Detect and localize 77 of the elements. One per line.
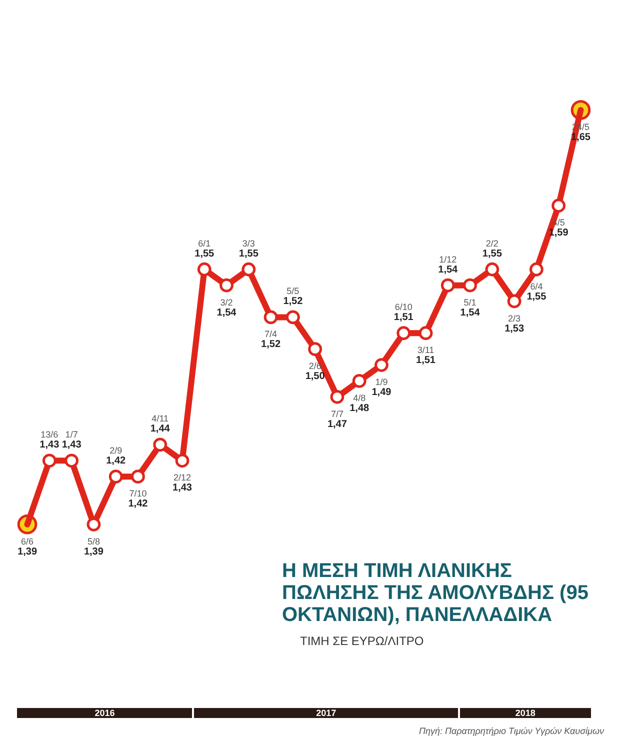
point	[507, 294, 522, 308]
x-tick-label: 7/10	[129, 488, 147, 499]
point	[418, 326, 433, 340]
timeline-bracket: 2016	[17, 708, 192, 718]
data-label: 1,53	[504, 323, 524, 334]
x-tick-label: 1/9	[375, 377, 388, 388]
x-tick-label: 2/2	[486, 238, 498, 248]
data-label: 1,48	[350, 402, 370, 414]
data-label: 1,43	[172, 482, 192, 494]
x-tick-label: 5/1	[464, 297, 476, 308]
point	[175, 454, 190, 468]
x-tick-label: 7/7	[330, 408, 344, 419]
data-label: 1,54	[438, 264, 458, 276]
data-label: 1,55	[238, 248, 259, 260]
timeline-bracket: 2017	[194, 708, 458, 718]
point	[463, 278, 477, 292]
data-label: 1,55	[482, 248, 502, 260]
point	[396, 326, 411, 340]
data-label: 1,51	[416, 355, 436, 366]
x-tick-label: 2/3	[508, 313, 521, 324]
timeline-bracket: 2018	[460, 708, 591, 718]
point	[64, 454, 79, 468]
data-label: 1,43	[40, 440, 60, 451]
x-tick-label: 6/1	[198, 238, 211, 248]
data-label: 1,54	[460, 307, 480, 318]
x-tick-label: 7/4	[264, 329, 278, 340]
x-tick-label: 3/3	[242, 238, 255, 248]
point	[264, 310, 278, 324]
x-tick-label: 1/12	[439, 254, 457, 264]
text: ΤΙΜΗ ΣΕ ΕΥΡΩ/ΛΙΤΡΟ	[300, 634, 424, 648]
point	[220, 278, 234, 292]
point	[529, 262, 544, 276]
data-label: 1,55	[194, 248, 215, 260]
x-tick-label: 13/6	[40, 430, 58, 440]
x-tick-label: 5/8	[87, 536, 100, 546]
data-label: 1,42	[128, 498, 148, 510]
data-label: 1,55	[526, 291, 547, 302]
point	[86, 517, 101, 532]
data-label: 1,51	[394, 312, 414, 324]
data-label: 1,43	[62, 440, 82, 451]
data-label: 1,50	[305, 371, 326, 382]
point	[308, 342, 322, 356]
text: Πηγή: Παρατηρητήριο Τιμών Υγρών Καυσίμων	[418, 726, 604, 736]
data-label: 1,47	[327, 418, 348, 430]
point	[352, 374, 366, 388]
x-tick-label: 3/2	[220, 297, 233, 308]
x-tick-label: 6/6	[21, 536, 34, 546]
x-tick-label: 5/5	[286, 286, 300, 296]
point	[330, 390, 344, 404]
text: Η ΜΕΣΗ ΤΙΜΗ ΛΙΑΝΙΚΗΣ ΠΩΛΗΣΗΣ ΤΗΣ ΑΜΟΛΥΒΔΗΣ (95 ΟΚΤΑΝΙΩΝ), ΠΑΝΕΛΛΑΔΙΚΑ	[282, 560, 590, 626]
x-tick-label: 6/10	[394, 302, 412, 312]
data-label: 1,39	[84, 546, 104, 558]
x-tick-label: 6/4	[530, 281, 543, 292]
x-tick-label: 2/12	[173, 472, 192, 483]
x-tick-label: 1/7	[65, 430, 78, 440]
point	[108, 470, 123, 484]
point	[42, 454, 56, 468]
data-label: 1,42	[106, 456, 126, 467]
data-label: 1,49	[372, 387, 392, 398]
data-label: 1,54	[216, 307, 237, 318]
data-label: 1,52	[261, 339, 281, 350]
point	[485, 262, 500, 276]
x-tick-label: 4/11	[152, 414, 169, 424]
point	[197, 262, 212, 276]
x-tick-label: 2/9	[110, 446, 122, 456]
point	[552, 198, 566, 213]
point	[242, 262, 256, 276]
data-label: 1,44	[150, 424, 170, 435]
data-label: 1,39	[18, 546, 38, 558]
point	[131, 470, 145, 484]
point	[440, 278, 455, 292]
point	[286, 310, 300, 324]
x-tick-label: 3/11	[417, 345, 434, 356]
point	[374, 358, 388, 372]
x-tick-label: 4/8	[353, 392, 366, 403]
data-label: 1,52	[283, 296, 304, 308]
point	[153, 438, 168, 452]
